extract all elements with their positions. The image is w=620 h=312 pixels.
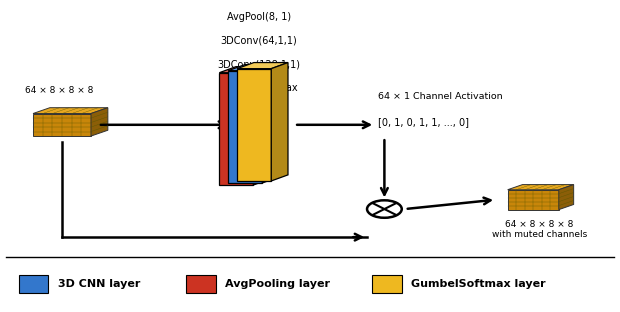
Polygon shape (262, 65, 279, 183)
Polygon shape (91, 108, 108, 136)
Polygon shape (219, 73, 254, 185)
Bar (372, 275, 402, 293)
Text: 64 × 1 Channel Activation: 64 × 1 Channel Activation (378, 92, 503, 101)
Polygon shape (254, 67, 270, 185)
Polygon shape (508, 185, 574, 190)
Polygon shape (33, 114, 91, 136)
Text: GumbelSoftmax layer: GumbelSoftmax layer (411, 279, 546, 289)
Polygon shape (228, 71, 262, 183)
Polygon shape (508, 190, 559, 210)
Text: AvgPooling layer: AvgPooling layer (225, 279, 330, 289)
Bar (19, 275, 48, 293)
Text: 3D CNN layer: 3D CNN layer (58, 279, 140, 289)
Text: AvgPool(8, 1): AvgPool(8, 1) (227, 12, 291, 22)
Polygon shape (237, 69, 272, 181)
Bar (186, 275, 216, 293)
Polygon shape (33, 108, 108, 114)
Text: [0, 1, 0, 1, 1, ..., 0]: [0, 1, 0, 1, 1, ..., 0] (378, 117, 469, 127)
Polygon shape (272, 62, 288, 181)
Polygon shape (228, 65, 279, 71)
Text: 3DConv(64,1,1): 3DConv(64,1,1) (221, 36, 298, 46)
Text: GumbelSoftmax: GumbelSoftmax (220, 83, 298, 93)
Text: 3DConv(128,1,1): 3DConv(128,1,1) (218, 59, 301, 69)
Text: 64 × 8 × 8 × 8
with muted channels: 64 × 8 × 8 × 8 with muted channels (492, 220, 587, 239)
Polygon shape (219, 67, 270, 73)
Text: 64 × 8 × 8 × 8: 64 × 8 × 8 × 8 (25, 86, 93, 95)
Polygon shape (559, 185, 574, 210)
Polygon shape (237, 62, 288, 69)
